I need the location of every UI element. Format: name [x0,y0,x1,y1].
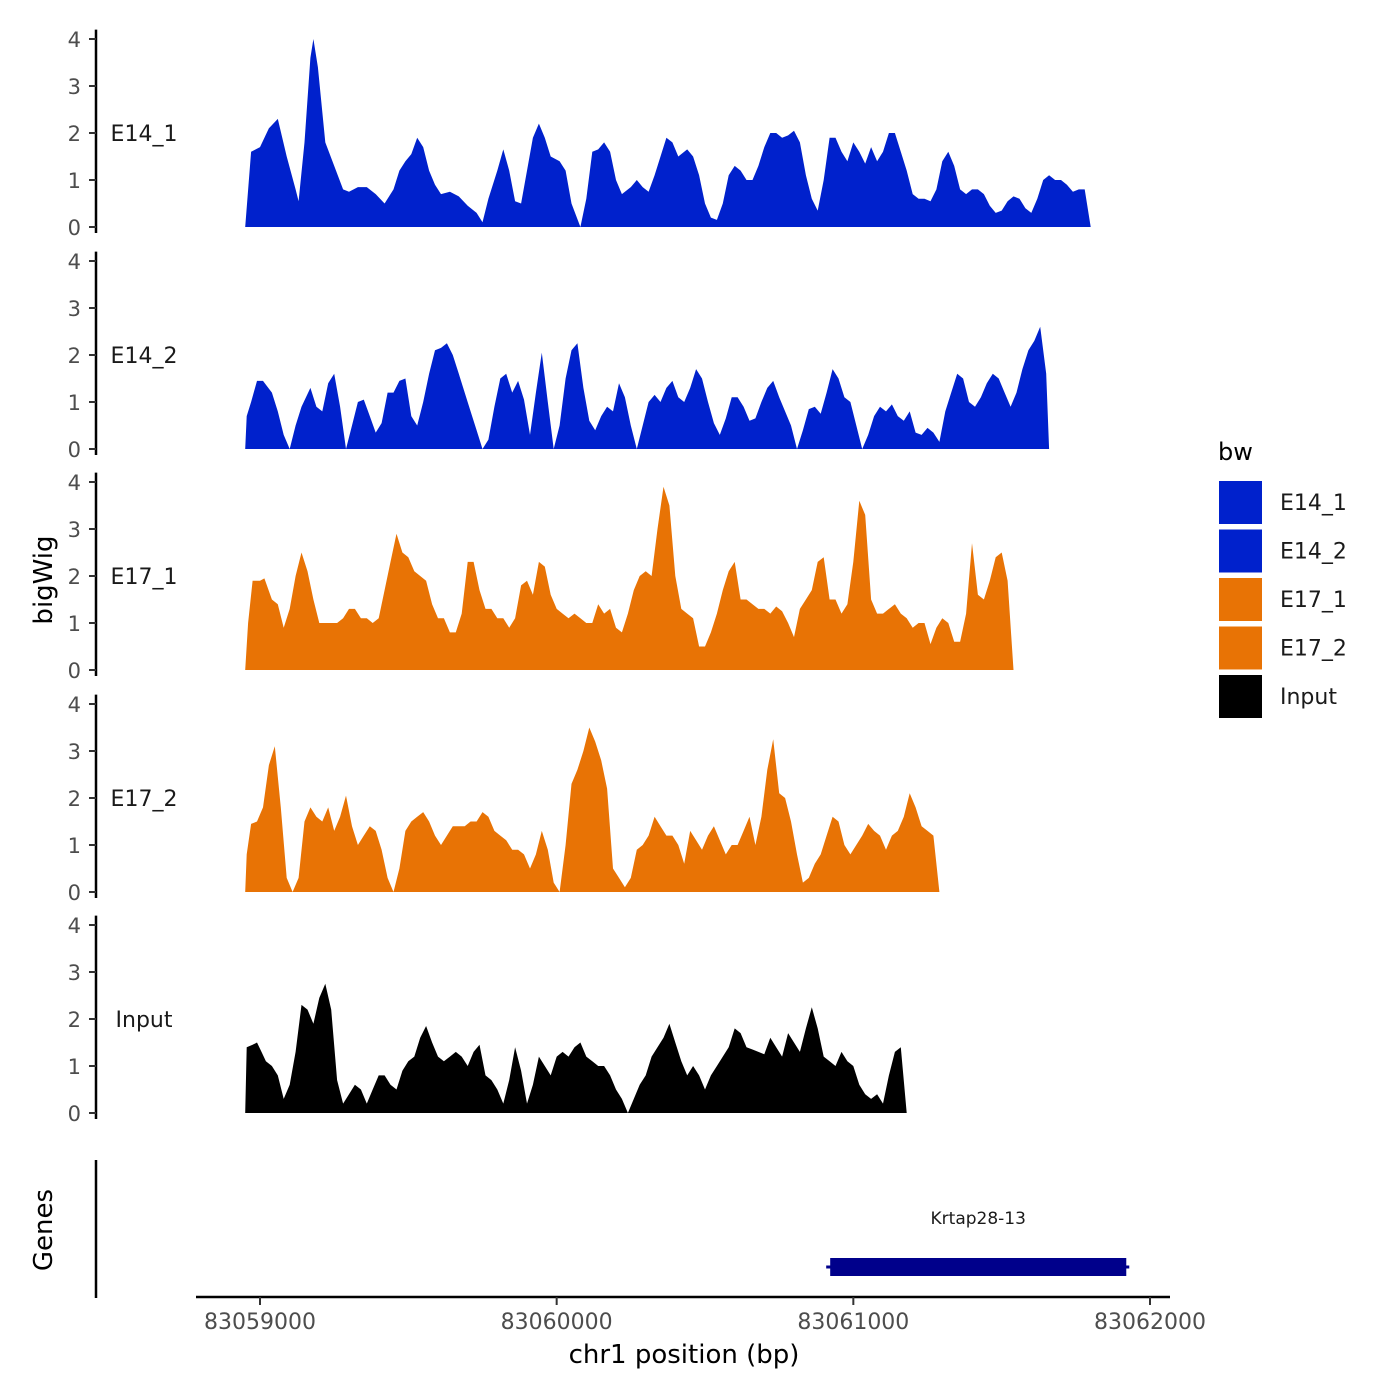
area-E17_1 [245,486,1014,670]
genes-axis-title: Genes [29,1189,59,1271]
y-tick-label-Input-4: 4 [68,914,81,938]
y-tick-label-E14_1-4: 4 [68,28,81,52]
y-tick-label-E14_1-1: 1 [68,169,81,193]
y-tick-label-E14_2-1: 1 [68,391,81,415]
legend-swatch-E14_2 [1217,527,1264,575]
y-tick-label-E17_1-3: 3 [68,518,81,542]
legend-label-E17_1: E17_1 [1280,588,1347,613]
y-tick-label-E17_1-0: 0 [68,659,81,683]
gene-body [830,1258,1127,1276]
area-E14_2 [245,326,1050,449]
area-E14_1 [245,39,1091,227]
gene-Krtap28-13: Krtap28-13 [826,1209,1130,1276]
track-label-Input: Input [116,1008,173,1033]
area-E17_2 [245,727,940,892]
legend-item-E14_2: E14_2 [1217,527,1347,575]
track-Input: 0 1 2 3 4 Input [68,914,907,1126]
track-label-E14_2: E14_2 [111,344,178,369]
y-tick-label-Input-1: 1 [68,1055,81,1079]
track-label-E17_1: E17_1 [111,565,178,590]
legend: bw E14_1 E14_2 E17_1 E17_2 Input [1217,438,1347,720]
y-tick-label-E17_2-0: 0 [68,881,81,905]
legend-item-E14_1: E14_1 [1217,479,1347,526]
x-axis-title: chr1 position (bp) [569,1340,800,1370]
y-tick-label-E14_1-3: 3 [68,75,81,99]
legend-item-E17_1: E17_1 [1217,576,1347,623]
y-tick-label-E14_1-0: 0 [68,216,81,240]
x-tick-label-1: 83060000 [501,1310,613,1335]
y-tick-label-E17_2-4: 4 [68,693,81,717]
y-tick-label-E14_2-0: 0 [68,438,81,462]
track-label-E14_1: E14_1 [111,122,178,147]
legend-swatch-E17_2 [1217,624,1264,672]
legend-item-E17_2: E17_2 [1217,624,1347,672]
y-tick-label-E17_2-1: 1 [68,834,81,858]
y-tick-label-E14_2-2: 2 [68,344,81,368]
x-tick-label-2: 83061000 [797,1310,909,1335]
y-tick-label-E17_1-1: 1 [68,612,81,636]
legend-item-Input: Input [1217,673,1337,720]
legend-label-E14_2: E14_2 [1280,540,1347,565]
y-axis-title: bigWig [29,535,59,624]
y-tick-label-Input-0: 0 [68,1102,81,1126]
legend-label-E17_2: E17_2 [1280,637,1347,662]
track-E14_1: 0 1 2 3 4 E14_1 [68,28,1091,240]
legend-swatch-E17_1 [1217,576,1264,623]
y-tick-label-Input-2: 2 [68,1008,81,1032]
gene-label: Krtap28-13 [931,1209,1026,1229]
area-Input [245,983,907,1113]
track-label-E17_2: E17_2 [111,787,178,812]
y-tick-label-E17_1-2: 2 [68,565,81,589]
legend-title: bw [1218,438,1253,466]
track-E17_2: 0 1 2 3 4 E17_2 [68,693,940,905]
tracks-group: 0 1 2 3 4 E14_1 0 1 2 3 4 E14_2 0 1 2 3 4 E17_1 0 1 2 3 4 E17_2… [68,28,1091,1126]
y-tick-label-E17_2-3: 3 [68,740,81,764]
x-tick-label-3: 83062000 [1094,1310,1206,1335]
x-axis: 83059000 83060000 83061000 83062000 [196,1295,1206,1335]
x-tick-label-0: 83059000 [204,1310,316,1335]
legend-swatch-E14_1 [1217,479,1264,526]
y-tick-label-E14_2-3: 3 [68,297,81,321]
legend-label-E14_1: E14_1 [1280,491,1347,516]
track-E14_2: 0 1 2 3 4 E14_2 [68,250,1050,462]
y-tick-label-E17_2-2: 2 [68,787,81,811]
track-E17_1: 0 1 2 3 4 E17_1 [68,471,1014,683]
y-tick-label-E17_1-4: 4 [68,471,81,495]
genes-panel: Krtap28-13 [94,1160,1130,1298]
legend-swatch-Input [1217,673,1264,720]
y-tick-label-E14_1-2: 2 [68,122,81,146]
y-tick-label-E14_2-4: 4 [68,250,81,274]
legend-label-Input: Input [1280,685,1337,710]
y-tick-label-Input-3: 3 [68,961,81,985]
